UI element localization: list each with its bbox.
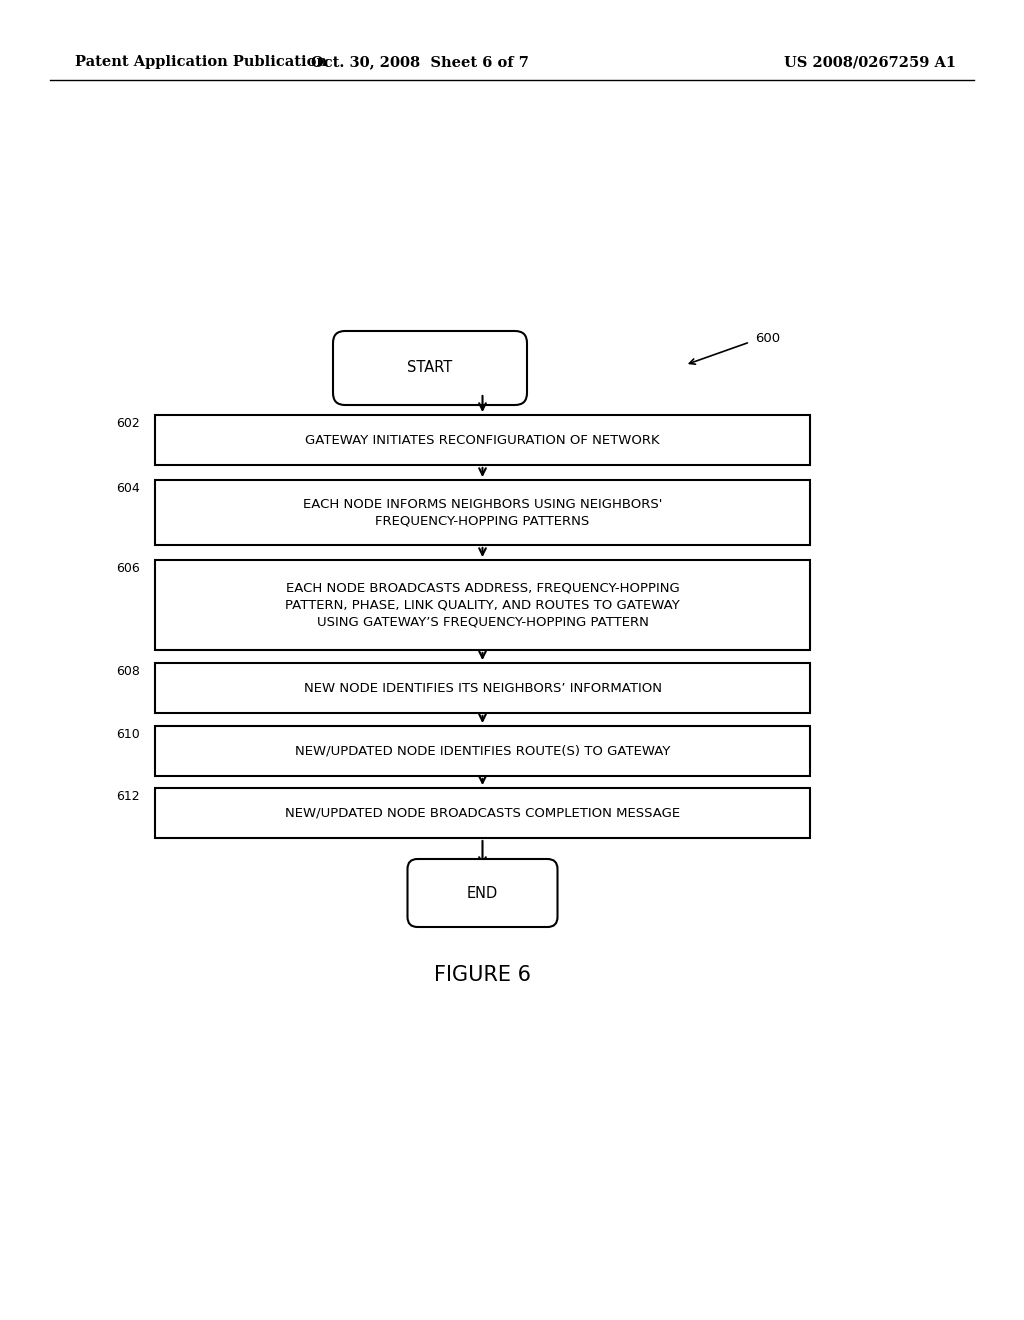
Text: START: START <box>408 360 453 375</box>
Text: 600: 600 <box>755 331 780 345</box>
Bar <box>155 414 810 465</box>
Text: Patent Application Publication: Patent Application Publication <box>75 55 327 69</box>
Text: END: END <box>467 886 498 900</box>
Text: GATEWAY INITIATES RECONFIGURATION OF NETWORK: GATEWAY INITIATES RECONFIGURATION OF NET… <box>305 433 659 446</box>
Text: 608: 608 <box>116 665 140 678</box>
Text: US 2008/0267259 A1: US 2008/0267259 A1 <box>784 55 956 69</box>
Text: FIGURE 6: FIGURE 6 <box>434 965 531 985</box>
Text: 610: 610 <box>117 729 140 741</box>
Text: NEW/UPDATED NODE IDENTIFIES ROUTE(S) TO GATEWAY: NEW/UPDATED NODE IDENTIFIES ROUTE(S) TO … <box>295 744 670 758</box>
Bar <box>155 726 810 776</box>
Text: EACH NODE BROADCASTS ADDRESS, FREQUENCY-HOPPING
PATTERN, PHASE, LINK QUALITY, AN: EACH NODE BROADCASTS ADDRESS, FREQUENCY-… <box>285 582 680 628</box>
Text: NEW NODE IDENTIFIES ITS NEIGHBORS’ INFORMATION: NEW NODE IDENTIFIES ITS NEIGHBORS’ INFOR… <box>303 681 662 694</box>
Text: 602: 602 <box>117 417 140 430</box>
Bar <box>155 480 810 545</box>
Bar <box>155 788 810 838</box>
Text: EACH NODE INFORMS NEIGHBORS USING NEIGHBORS'
FREQUENCY-HOPPING PATTERNS: EACH NODE INFORMS NEIGHBORS USING NEIGHB… <box>303 498 663 528</box>
Bar <box>155 560 810 649</box>
FancyBboxPatch shape <box>333 331 527 405</box>
Text: Oct. 30, 2008  Sheet 6 of 7: Oct. 30, 2008 Sheet 6 of 7 <box>311 55 529 69</box>
Text: 612: 612 <box>117 789 140 803</box>
Bar <box>155 663 810 713</box>
FancyBboxPatch shape <box>408 859 557 927</box>
Text: NEW/UPDATED NODE BROADCASTS COMPLETION MESSAGE: NEW/UPDATED NODE BROADCASTS COMPLETION M… <box>285 807 680 820</box>
Text: 604: 604 <box>117 482 140 495</box>
Text: 606: 606 <box>117 562 140 576</box>
